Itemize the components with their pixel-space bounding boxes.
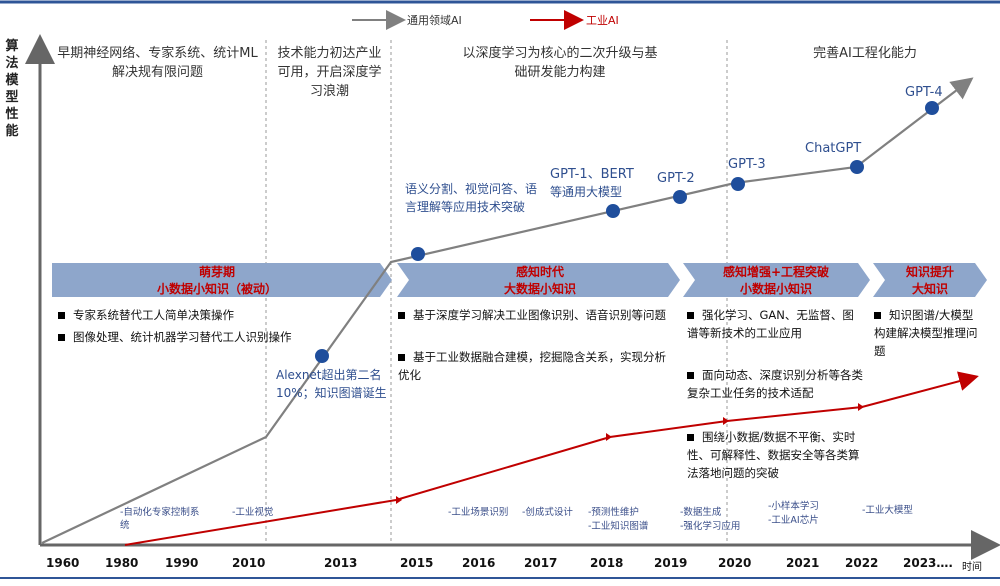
- year-2022: 2022: [845, 556, 879, 570]
- milestone-nodes: [315, 101, 939, 363]
- era-2-description: 技术能力初达产业可用，开启深度学习浪潮: [277, 46, 382, 99]
- year-2018: 2018: [590, 556, 624, 570]
- x-axis-label: 时间: [962, 562, 982, 573]
- stage-4-bullet-1: 知识图谱/大模型构建解决模型推理问题: [874, 308, 978, 358]
- app-predictive-maintenance: -预测性维护: [588, 507, 639, 518]
- node-semantic: [411, 247, 425, 261]
- app-expert-control: -自动化专家控制系统: [120, 507, 200, 531]
- app-few-shot: -小样本学习: [768, 501, 819, 512]
- stage-3-bullet-3: 围绕小数据/数据不平衡、实时性、可解释性、数据安全等各类算法落地问题的突破: [687, 430, 860, 480]
- year-2015: 2015: [400, 556, 434, 570]
- stage-1-bullet-2: 图像处理、统计机器学习替代工人识别操作: [58, 328, 378, 346]
- industrial-markers: [396, 403, 864, 504]
- milestone-gpt1-sub: 等通用大模型: [550, 185, 623, 199]
- app-rl-application: -强化学习应用: [680, 521, 741, 532]
- app-generative-design: -创成式设计: [522, 507, 573, 518]
- year-2013: 2013: [324, 556, 358, 570]
- era-3-description: 以深度学习为核心的二次升级与基础研发能力构建: [462, 46, 658, 80]
- y-axis-label: 算法模型性能: [5, 39, 19, 139]
- milestone-alexnet-label: Alexnet超出第二名10%；知识图谱诞生: [276, 368, 387, 400]
- stage-2-bullet-1: 基于深度学习解决工业图像识别、语音识别等问题: [398, 306, 673, 324]
- node-alexnet: [315, 349, 329, 363]
- industrial-ai-line: [124, 371, 979, 546]
- stage-banner-2: [397, 263, 680, 297]
- app-ai-chip: -工业AI芯片: [768, 515, 819, 526]
- year-2020: 2020: [718, 556, 752, 570]
- legend-general-label: 通用领域AI: [407, 14, 462, 27]
- year-2021: 2021: [786, 556, 820, 570]
- stage-1-title: 萌芽期 小数据小知识（被动）: [156, 265, 277, 296]
- milestone-gpt2-label: GPT-2: [657, 171, 695, 186]
- year-1960: 1960: [46, 556, 80, 570]
- era-1-description: 早期神经网络、专家系统、统计ML解决规有限问题: [57, 46, 258, 80]
- stage-3-bullet-2: 面向动态、深度识别分析等各类复杂工业任务的技术适配: [687, 368, 863, 400]
- stage-2-title: 感知时代 大数据小知识: [503, 265, 576, 296]
- app-industrial-vision: -工业视觉: [232, 507, 274, 518]
- milestone-gpt1-label: GPT-1、BERT: [550, 167, 634, 182]
- node-gpt3: [731, 177, 745, 191]
- app-industrial-big-model: -工业大模型: [862, 505, 913, 516]
- year-1980: 1980: [105, 556, 139, 570]
- stage-4-title: 知识提升 大知识: [905, 265, 954, 296]
- stage-2-bullet-2: 基于工业数据融合建模，挖掘隐含关系，实现分析优化: [398, 350, 666, 382]
- year-2017: 2017: [524, 556, 558, 570]
- stage-1-bullet-1: 专家系统替代工人简单决策操作: [58, 306, 318, 324]
- milestone-chatgpt-label: ChatGPT: [805, 141, 862, 156]
- milestone-gpt3-label: GPT-3: [728, 157, 766, 172]
- year-2016: 2016: [462, 556, 496, 570]
- era-4-description: 完善AI工程化能力: [813, 46, 917, 61]
- app-knowledge-graph: -工业知识图谱: [588, 521, 649, 532]
- milestone-semantic-label: 语义分割、视觉问答、语言理解等应用技术突破: [405, 182, 538, 214]
- node-chatgpt: [850, 160, 864, 174]
- general-ai-line: [41, 77, 974, 544]
- year-1990: 1990: [165, 556, 199, 570]
- node-gpt2: [673, 190, 687, 204]
- app-data-generation: -数据生成: [680, 507, 722, 518]
- node-gpt1: [606, 204, 620, 218]
- year-2010: 2010: [232, 556, 266, 570]
- stage-3-bullet-1: 强化学习、GAN、无监督、图谱等新技术的工业应用: [687, 308, 854, 340]
- year-2019: 2019: [654, 556, 688, 570]
- app-scene-recognition: -工业场景识别: [448, 507, 509, 518]
- legend-industrial-label: 工业AI: [586, 14, 619, 27]
- year-2023: 2023….: [903, 556, 953, 570]
- stage-banner-4: [873, 263, 987, 297]
- milestone-gpt4-label: GPT-4: [905, 85, 943, 100]
- node-gpt4: [925, 101, 939, 115]
- stage-banner-1: [52, 263, 392, 297]
- stage-banner-3: [683, 263, 870, 297]
- stage-3-title: 感知增强+工程突破 小数据小知识: [722, 265, 830, 296]
